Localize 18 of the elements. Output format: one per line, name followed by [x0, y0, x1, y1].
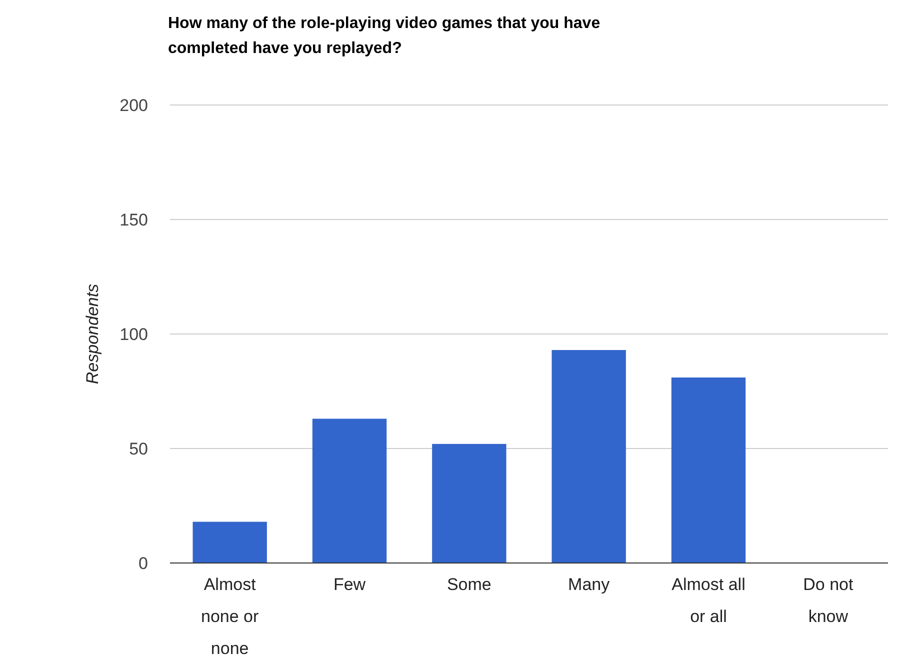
x-tick-label: Many: [568, 575, 610, 594]
x-tick-label: Almost all or all: [672, 575, 746, 626]
x-tick-label: Few: [333, 575, 366, 594]
y-tick-label: 50: [129, 439, 148, 458]
y-tick-label: 150: [120, 210, 148, 230]
bar: [552, 350, 626, 563]
x-tick-label: Do not know: [803, 575, 854, 626]
bar: [312, 418, 387, 563]
y-axis-title: Respondents: [83, 283, 102, 384]
bar: [192, 522, 267, 563]
x-tick-label: Some: [446, 575, 492, 594]
x-tick-label: Almost none or none: [200, 575, 259, 658]
y-tick-label: 200: [120, 96, 148, 115]
bar: [671, 378, 746, 563]
chart-title: How many of the role-playing video games that you have completed have you replayed?: [168, 15, 600, 57]
bar: [432, 444, 506, 563]
y-tick-label: 100: [120, 324, 148, 344]
y-tick-label: 0: [138, 554, 148, 573]
